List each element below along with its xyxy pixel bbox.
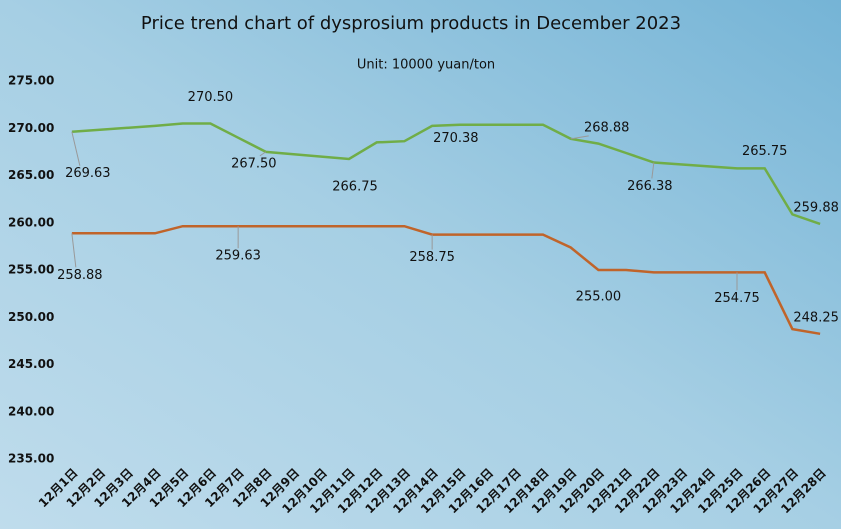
y-tick-label: 250.00: [8, 310, 54, 324]
y-tick-label: 270.00: [8, 121, 54, 135]
data-label: 269.63: [65, 166, 111, 181]
data-label: 268.88: [584, 120, 630, 135]
y-tick-label: 265.00: [8, 168, 54, 182]
data-label: 254.75: [714, 291, 760, 306]
chart-subtitle: Unit: 10000 yuan/ton: [357, 58, 495, 73]
data-label: 248.25: [793, 310, 839, 325]
y-tick-label: 260.00: [8, 215, 54, 229]
data-label: 255.00: [576, 290, 622, 305]
chart-title: Price trend chart of dysprosium products…: [141, 13, 681, 34]
data-label: 270.38: [433, 131, 479, 146]
line-series: [71, 224, 821, 336]
leader-line: [651, 162, 655, 179]
y-tick-label: 255.00: [8, 263, 54, 277]
y-tick-label: 240.00: [8, 404, 54, 418]
data-label: 258.75: [409, 250, 455, 265]
leader-line: [259, 151, 267, 157]
leader-line: [71, 131, 81, 166]
data-label: 259.63: [215, 249, 261, 264]
data-label: 266.38: [627, 179, 673, 194]
data-label: 265.75: [742, 144, 788, 159]
data-label: 270.50: [188, 90, 234, 105]
y-tick-label: 235.00: [8, 452, 54, 466]
data-label: 259.88: [793, 200, 839, 215]
data-label: 266.75: [332, 179, 378, 194]
leader-line: [570, 135, 589, 140]
data-label: 258.88: [57, 268, 103, 283]
data-label: 267.50: [231, 156, 277, 171]
y-tick-label: 275.00: [8, 74, 54, 88]
leader-line: [71, 233, 77, 268]
y-tick-label: 245.00: [8, 357, 54, 371]
line-series: [71, 122, 821, 226]
